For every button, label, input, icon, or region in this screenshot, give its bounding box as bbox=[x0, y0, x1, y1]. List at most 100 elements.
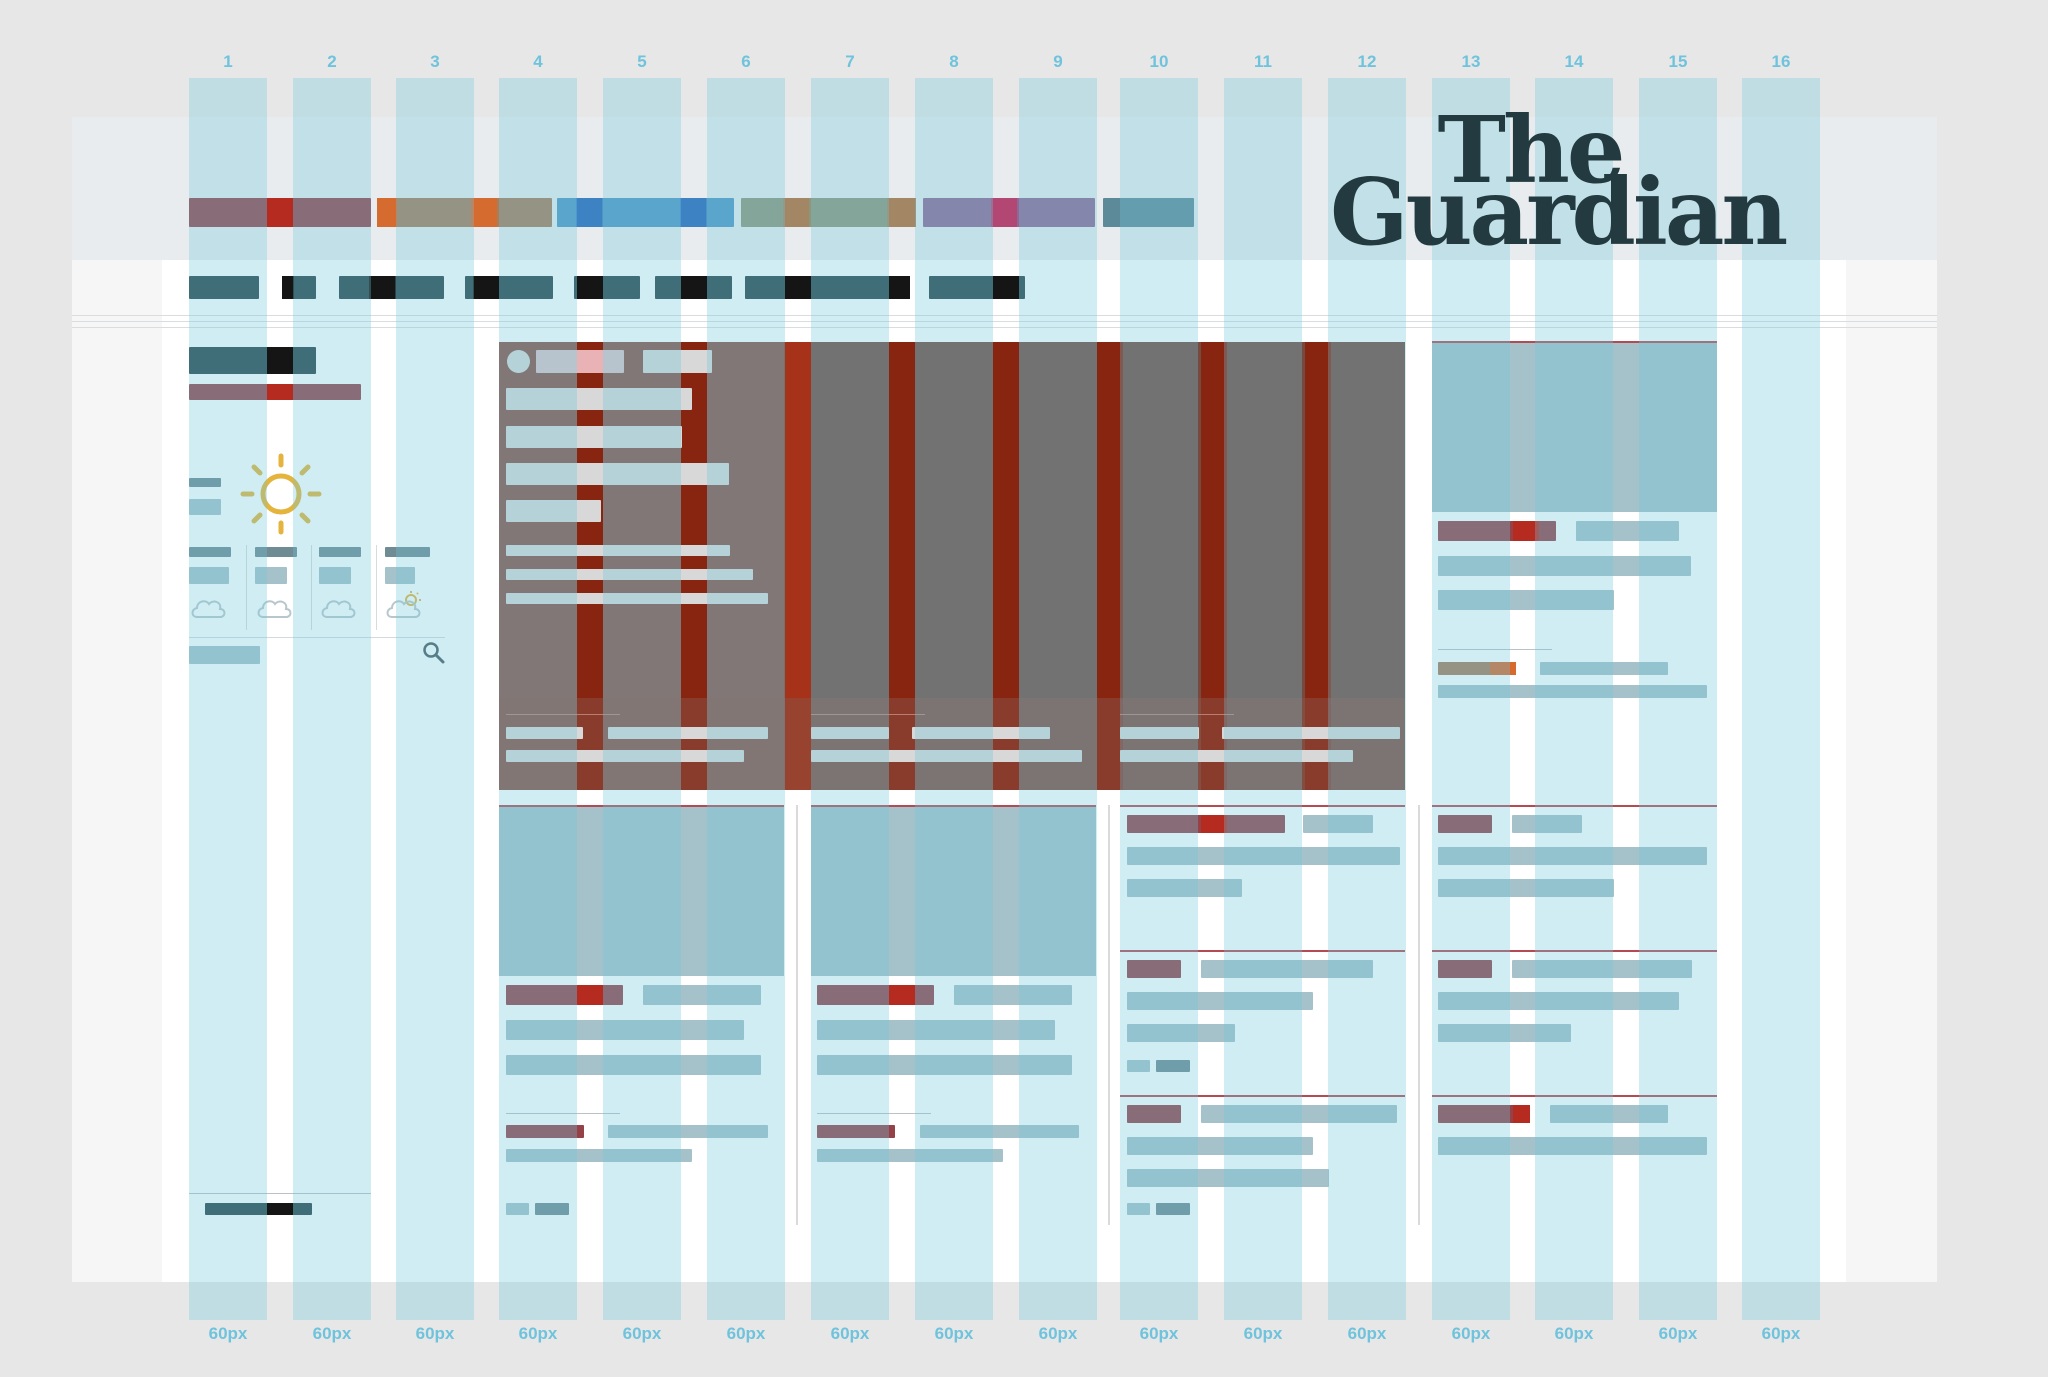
forecast-time bbox=[385, 547, 430, 557]
card-section[interactable] bbox=[1201, 1105, 1397, 1123]
pillar-culture-highlight bbox=[887, 198, 916, 227]
grid-column bbox=[396, 78, 474, 1320]
sublink-title[interactable] bbox=[1222, 727, 1400, 739]
date-sub-label-highlight bbox=[267, 384, 293, 400]
card-section[interactable] bbox=[1512, 960, 1692, 978]
subnav-item-highlight bbox=[369, 276, 395, 299]
pillar-opinion[interactable] bbox=[377, 198, 552, 227]
card-meta bbox=[1127, 1060, 1150, 1072]
sublink-title-line[interactable] bbox=[506, 750, 744, 762]
logo-line-1: The bbox=[1437, 96, 1626, 204]
card-kicker[interactable] bbox=[1438, 1105, 1530, 1123]
forecast-temp bbox=[385, 567, 415, 584]
card-meta-icon bbox=[1156, 1060, 1190, 1072]
column-number: 16 bbox=[1771, 52, 1791, 71]
sun-icon bbox=[240, 453, 322, 535]
card-sublink-kicker[interactable] bbox=[817, 1125, 895, 1138]
sublink-kicker[interactable] bbox=[506, 727, 583, 739]
hero-kicker-highlight bbox=[577, 350, 603, 373]
column-number: 1 bbox=[223, 52, 233, 71]
card-headline-line[interactable] bbox=[1438, 879, 1614, 897]
forecast-temp bbox=[319, 567, 351, 584]
card-headline-line[interactable] bbox=[1438, 992, 1679, 1010]
grid-column bbox=[1328, 78, 1406, 1320]
forecast-time bbox=[319, 547, 361, 557]
grid-column bbox=[293, 78, 371, 1320]
grid-column bbox=[189, 78, 267, 1320]
sidebar-footer-link-highlight bbox=[267, 1203, 293, 1215]
subnav-item-highlight bbox=[282, 276, 294, 299]
card-headline-line[interactable] bbox=[1127, 879, 1242, 897]
column-number: 6 bbox=[741, 52, 751, 71]
live-dot-icon bbox=[507, 350, 530, 373]
subnav-item[interactable] bbox=[189, 276, 259, 299]
column-number: 3 bbox=[430, 52, 440, 71]
forecast-divider bbox=[311, 545, 312, 630]
card-headline-line[interactable] bbox=[1127, 1137, 1313, 1155]
guardian-logo[interactable]: The Guardian bbox=[1330, 96, 1788, 258]
card-headline-line[interactable] bbox=[1438, 847, 1707, 865]
card-section[interactable] bbox=[1303, 815, 1373, 833]
card-section bbox=[954, 985, 1072, 1005]
subnav-item-highlight bbox=[473, 276, 499, 299]
card-section[interactable] bbox=[1201, 960, 1373, 978]
column-width-label: 60px bbox=[1243, 1324, 1283, 1343]
card-kicker[interactable] bbox=[1127, 1105, 1181, 1123]
card-image[interactable] bbox=[1432, 343, 1717, 512]
pillar-more[interactable] bbox=[1103, 198, 1194, 227]
card-kicker[interactable] bbox=[1438, 815, 1492, 833]
nav-divider bbox=[72, 321, 1937, 322]
card-sublink-title[interactable] bbox=[608, 1125, 768, 1138]
column-width-label: 60px bbox=[312, 1324, 352, 1343]
card-sublink-title[interactable] bbox=[1540, 662, 1668, 675]
card-headline-line[interactable] bbox=[1438, 1024, 1571, 1042]
card-headline-line bbox=[817, 1055, 1072, 1075]
card-section[interactable] bbox=[1512, 815, 1582, 833]
sublink-title-line[interactable] bbox=[811, 750, 1082, 762]
grid-column bbox=[499, 78, 577, 1320]
sublink-title-line[interactable] bbox=[1120, 750, 1353, 762]
card-image[interactable] bbox=[499, 807, 784, 976]
column-width-label: 60px bbox=[1139, 1324, 1179, 1343]
card-meta-icon bbox=[535, 1203, 569, 1215]
sublink-title[interactable] bbox=[912, 727, 1050, 739]
search-label[interactable] bbox=[189, 646, 260, 664]
card-headline-line[interactable] bbox=[1127, 847, 1400, 865]
grid-column bbox=[915, 78, 993, 1320]
card-headline-line[interactable] bbox=[1127, 1169, 1329, 1187]
card-sublink-kicker-highlight bbox=[1490, 662, 1516, 675]
card-section[interactable] bbox=[1550, 1105, 1668, 1123]
card-headline-line[interactable] bbox=[1438, 1137, 1707, 1155]
card-sublink-title-line[interactable] bbox=[506, 1149, 692, 1162]
nav-divider bbox=[72, 327, 1937, 328]
sublink-title[interactable] bbox=[608, 727, 768, 739]
grid-column bbox=[1639, 78, 1717, 1320]
card-headline-line[interactable] bbox=[1127, 1024, 1235, 1042]
column-number: 7 bbox=[845, 52, 855, 71]
card-sublink-title-line[interactable] bbox=[817, 1149, 1003, 1162]
card-sublink-title[interactable] bbox=[920, 1125, 1079, 1138]
search-icon[interactable] bbox=[422, 641, 446, 665]
subnav-item-highlight bbox=[681, 276, 707, 299]
card-kicker[interactable] bbox=[1438, 960, 1492, 978]
column-width-label: 60px bbox=[1658, 1324, 1698, 1343]
card-sublink-title-line[interactable] bbox=[1438, 685, 1707, 698]
column-width-label: 60px bbox=[726, 1324, 766, 1343]
card-headline-line[interactable] bbox=[1127, 992, 1313, 1010]
pillar-opinion-highlight bbox=[471, 198, 497, 227]
card-image[interactable] bbox=[811, 807, 1096, 976]
card-kicker-highlight bbox=[1513, 521, 1539, 541]
subnav-item-highlight bbox=[889, 276, 910, 299]
sublink-rule bbox=[506, 714, 620, 715]
column-number: 2 bbox=[327, 52, 337, 71]
pillar-culture[interactable] bbox=[741, 198, 916, 227]
card-sublink-kicker[interactable] bbox=[506, 1125, 584, 1138]
column-width-label: 60px bbox=[208, 1324, 248, 1343]
card-kicker[interactable] bbox=[1127, 960, 1181, 978]
grid-column bbox=[1019, 78, 1097, 1320]
sublink-kicker[interactable] bbox=[811, 727, 889, 739]
card-kicker-highlight bbox=[1201, 815, 1227, 833]
sublink-kicker[interactable] bbox=[1120, 727, 1199, 739]
cloud-icon bbox=[257, 600, 292, 618]
grid-column bbox=[603, 78, 681, 1320]
